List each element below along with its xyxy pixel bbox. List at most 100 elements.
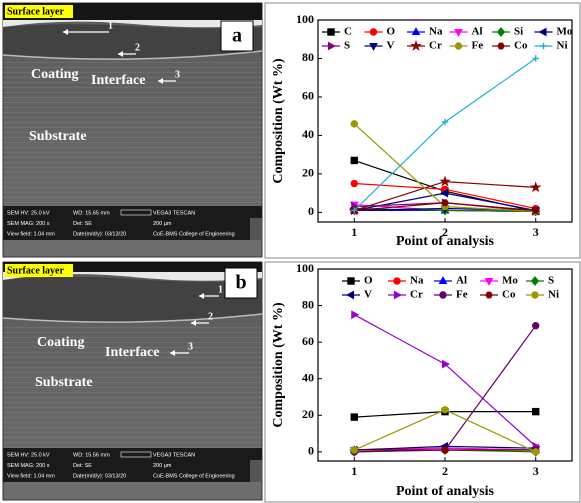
sem-surface-edge bbox=[3, 20, 262, 28]
point-label: 1 bbox=[218, 284, 223, 295]
point-label: 1 bbox=[108, 20, 113, 31]
legend-label: V bbox=[364, 289, 372, 301]
marker bbox=[532, 407, 540, 416]
coating-label: Coating bbox=[31, 67, 78, 82]
legend-marker bbox=[454, 42, 463, 50]
x-tick-label: 1 bbox=[351, 464, 357, 478]
point-arrowhead bbox=[158, 78, 163, 84]
panel-label-bg bbox=[224, 267, 258, 299]
y-tick-label: 80 bbox=[302, 50, 314, 64]
y-tick-label: 40 bbox=[302, 127, 314, 141]
info-text: SEM HV: 25.0 kV bbox=[7, 210, 50, 216]
info-text: Det: SE bbox=[73, 463, 92, 469]
info-text: CoE-BMS College of Engineering bbox=[153, 231, 235, 237]
legend-label: Fe bbox=[472, 40, 484, 52]
scale-bar bbox=[120, 209, 152, 216]
surface-label: Surface layer bbox=[7, 265, 64, 276]
legend-label: Cr bbox=[410, 289, 423, 301]
y-tick-label: 100 bbox=[296, 12, 314, 26]
legend-marker bbox=[411, 27, 421, 36]
legend-label: Ni bbox=[557, 40, 568, 52]
info-bar bbox=[3, 448, 262, 482]
legend-label: Al bbox=[472, 26, 483, 38]
sem-striae bbox=[3, 324, 262, 448]
y-tick-label: 60 bbox=[302, 334, 314, 348]
marker bbox=[529, 181, 542, 193]
sem-top-band bbox=[3, 262, 262, 272]
legend-label: O bbox=[387, 26, 396, 38]
x-tick-label: 3 bbox=[533, 225, 539, 239]
info-text: WD: 15.56 mm bbox=[73, 452, 110, 458]
marker bbox=[441, 118, 449, 126]
sem-interface bbox=[2, 50, 263, 60]
legend-label: Al bbox=[456, 275, 467, 287]
legend-marker bbox=[530, 276, 540, 286]
panel-label: b bbox=[235, 272, 246, 294]
point-arrowhead bbox=[199, 293, 204, 299]
surface-label-bg bbox=[5, 264, 73, 277]
interface-label: Interface bbox=[91, 73, 145, 88]
point-arrowhead bbox=[191, 320, 196, 326]
y-tick-label: 100 bbox=[296, 261, 314, 275]
marker bbox=[532, 55, 539, 62]
info-text: 200 µm bbox=[153, 463, 172, 469]
info-logo bbox=[250, 460, 262, 482]
marker bbox=[439, 175, 451, 187]
legend-marker bbox=[393, 290, 402, 300]
legend-marker bbox=[327, 28, 335, 36]
legend-marker bbox=[439, 291, 447, 299]
marker bbox=[351, 207, 358, 214]
legend-marker bbox=[540, 42, 547, 50]
info-text: WD: 15.65 mm bbox=[73, 210, 110, 216]
legend-label: V bbox=[387, 40, 395, 52]
legend-marker bbox=[485, 291, 493, 299]
coating-label: Coating bbox=[37, 335, 84, 350]
info-text: VEGA3 TESCAN bbox=[153, 210, 195, 216]
y-tick-label: 0 bbox=[308, 444, 314, 458]
panel-label: a bbox=[232, 25, 242, 47]
info-logo bbox=[250, 218, 262, 240]
point-arrowhead bbox=[63, 29, 68, 35]
marker bbox=[532, 321, 540, 330]
legend-marker bbox=[346, 290, 355, 300]
legend-label: Na bbox=[410, 275, 424, 287]
marker bbox=[350, 156, 358, 165]
panel-label-bg bbox=[220, 20, 254, 52]
y-axis-title: Composition (Wt %) bbox=[271, 58, 286, 184]
legend-label: C bbox=[344, 26, 352, 38]
legend-marker bbox=[454, 28, 463, 37]
legend-marker bbox=[438, 276, 448, 285]
info-text: Date(m/d/y): 03/13/20 bbox=[73, 231, 126, 237]
x-axis-title: Point of analysis bbox=[396, 484, 495, 499]
legend-label: S bbox=[344, 40, 350, 52]
legend-marker bbox=[497, 42, 505, 50]
legend-label: Mo bbox=[557, 26, 573, 38]
info-text: 200 µm bbox=[153, 221, 172, 227]
marker bbox=[532, 448, 540, 456]
x-tick-label: 2 bbox=[442, 225, 448, 239]
legend-marker bbox=[531, 291, 539, 299]
info-text: Det: SE bbox=[73, 221, 92, 227]
interface-label: Interface bbox=[105, 345, 159, 360]
legend-marker bbox=[327, 41, 336, 51]
scale-bar bbox=[120, 451, 152, 458]
marker bbox=[350, 446, 358, 454]
legend-label: O bbox=[364, 275, 373, 287]
legend-label: S bbox=[548, 275, 554, 287]
point-label: 2 bbox=[208, 311, 213, 322]
legend-label: Si bbox=[514, 26, 523, 38]
legend-label: Fe bbox=[456, 289, 468, 301]
marker bbox=[441, 199, 449, 207]
x-tick-label: 3 bbox=[533, 464, 539, 478]
legend-label: Cr bbox=[429, 40, 442, 52]
y-tick-label: 0 bbox=[308, 204, 314, 218]
marker bbox=[441, 406, 449, 414]
y-tick-label: 20 bbox=[302, 407, 314, 421]
y-tick-label: 20 bbox=[302, 166, 314, 180]
legend-marker bbox=[369, 28, 378, 36]
sem-interface bbox=[2, 313, 263, 323]
legend-marker bbox=[347, 277, 355, 285]
info-text: Date(m/d/y): 03/13/20 bbox=[73, 473, 126, 479]
legend-marker bbox=[538, 27, 547, 37]
plot-area bbox=[317, 268, 573, 462]
